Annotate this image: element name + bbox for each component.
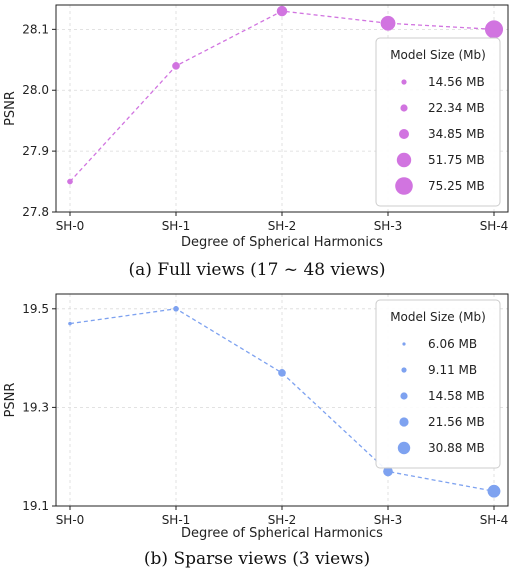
y-tick-label: 19.5 (22, 302, 49, 316)
legend-box (375, 299, 501, 469)
data-point (487, 484, 501, 498)
y-tick-label: 19.3 (22, 400, 49, 414)
legend-entry-label: 14.58 MB (428, 389, 485, 403)
legend-marker (400, 392, 408, 400)
x-tick-label: SH-2 (268, 219, 297, 233)
data-point (173, 305, 179, 312)
x-tick-label: SH-1 (162, 513, 191, 527)
legend-entry-label: 14.56 MB (428, 75, 485, 89)
data-point (276, 5, 288, 17)
y-axis-label: PSNR (3, 383, 18, 418)
data-point (278, 369, 286, 377)
figure-caption: (b) Sparse views (3 views) (144, 549, 370, 569)
legend-marker (395, 177, 413, 195)
data-point (484, 20, 504, 39)
legend-title: Model Size (Mb) (390, 48, 486, 62)
x-tick-label: SH-3 (374, 513, 403, 527)
legend-entry-label: 75.25 MB (428, 179, 485, 193)
legend-marker (396, 152, 412, 168)
chart-panel-1: SH-0 SH-1 SH-2 SH-3 SH-4 27.8 27.9 28.0 28.1 Degr… (3, 4, 509, 280)
series-line (69, 308, 495, 492)
legend-entry-label: 9.11 MB (428, 363, 477, 377)
figure-caption: (a) Full views (17 ~ 48 views) (129, 260, 386, 280)
chart-panel-2: SH-0 SH-1 SH-2 SH-3 SH-4 19.1 19.3 19.5 Degree o… (3, 293, 509, 569)
x-tick-label: SH-4 (480, 219, 509, 233)
legend-marker (397, 441, 411, 455)
x-tick-label: SH-4 (480, 513, 509, 527)
legend-marker (399, 417, 409, 427)
x-tick-label: SH-1 (162, 219, 191, 233)
y-tick-label: 27.8 (22, 205, 49, 219)
y-tick-label: 28.0 (22, 83, 49, 97)
legend-entry-label: 34.85 MB (428, 127, 485, 141)
y-tick-label: 27.9 (22, 144, 49, 158)
legend-marker (402, 342, 406, 346)
legend-marker (401, 79, 407, 85)
y-tick-label: 19.1 (22, 499, 49, 513)
legend-marker (401, 367, 407, 373)
y-axis-label: PSNR (3, 91, 18, 126)
legend: Model Size (Mb) 14.56 MB 22.34 MB 34.85 MB 5… (375, 37, 501, 207)
x-tick-label: SH-3 (374, 219, 403, 233)
legend-marker (400, 104, 408, 112)
y-tick-label: 28.1 (22, 22, 49, 36)
x-tick-label: SH-0 (56, 219, 85, 233)
data-point (172, 62, 180, 70)
x-axis-label: Degree of Spherical Harmonics (181, 235, 383, 250)
legend-entry-label: 21.56 MB (428, 415, 485, 429)
x-axis-label: Degree of Spherical Harmonics (181, 526, 383, 541)
legend-marker (399, 129, 409, 139)
legend-entry-label: 51.75 MB (428, 153, 485, 167)
legend: Model Size (Mb) 6.06 MB 9.11 MB 14.58 MB 21.… (375, 299, 501, 469)
legend-entry-label: 30.88 MB (428, 441, 485, 455)
legend-entry-label: 22.34 MB (428, 101, 485, 115)
data-point (68, 321, 72, 326)
data-point (67, 178, 73, 185)
data-point (380, 15, 396, 31)
legend-entry-label: 6.06 MB (428, 337, 477, 351)
legend-title: Model Size (Mb) (390, 310, 486, 324)
x-tick-label: SH-2 (268, 513, 297, 527)
x-tick-label: SH-0 (56, 513, 85, 527)
